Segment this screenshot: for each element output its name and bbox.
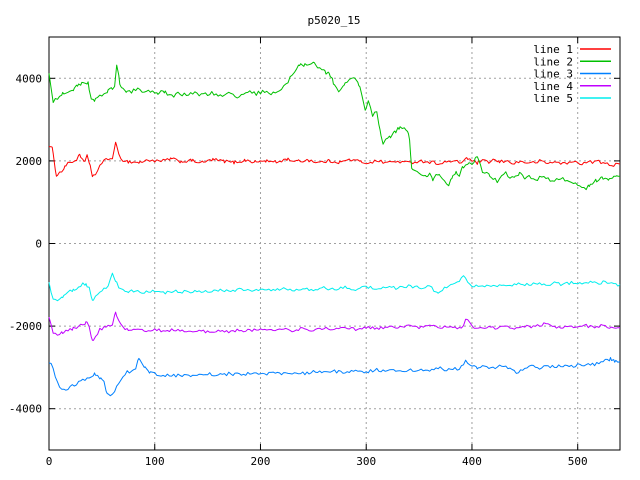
legend-label-4: line 4 xyxy=(533,80,573,93)
series-line-3 xyxy=(48,357,621,397)
x-tick-label: 400 xyxy=(462,455,482,468)
x-tick-label: 300 xyxy=(356,455,376,468)
y-tick-label: -4000 xyxy=(9,403,42,416)
x-tick-label: 500 xyxy=(568,455,588,468)
grid-layer xyxy=(49,37,620,450)
series-line-2 xyxy=(48,61,620,191)
legend-label-1: line 1 xyxy=(533,43,573,56)
x-tick-label: 200 xyxy=(251,455,271,468)
y-tick-label: 2000 xyxy=(16,155,43,168)
x-tick-label: 100 xyxy=(145,455,165,468)
series-line-4 xyxy=(48,311,621,341)
legend-label-5: line 5 xyxy=(533,92,573,105)
x-tick-label: 0 xyxy=(46,455,53,468)
axis-layer: 0 100 200 300 400 500 -4000 -2000 0 2000 4000 xyxy=(9,36,621,468)
series-line-1 xyxy=(48,141,621,178)
legend-label-3: line 3 xyxy=(533,68,573,81)
y-tick-label: 4000 xyxy=(16,72,43,85)
y-tick-label: -2000 xyxy=(9,320,42,333)
y-tick-label: 0 xyxy=(35,238,42,251)
chart-title: p5020_15 xyxy=(308,14,361,27)
legend-label-2: line 2 xyxy=(533,55,573,68)
series-line-5 xyxy=(48,272,621,302)
series-layer xyxy=(48,61,621,397)
